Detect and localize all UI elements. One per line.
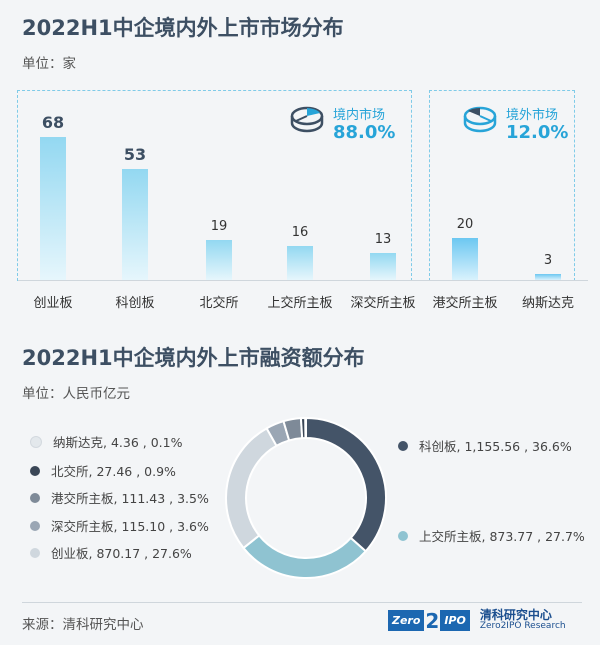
bar-深交所主板	[370, 252, 396, 280]
donut-slice-创业板	[225, 426, 278, 550]
bar-港交所主板	[452, 237, 478, 280]
bar-value-label: 16	[291, 225, 309, 241]
bar-value-label: 68	[41, 113, 65, 132]
domestic-market-percent: 88.0%	[333, 122, 396, 143]
legend-swatch	[398, 440, 408, 451]
legend-label: 港交所主板, 111.43 , 3.5%	[51, 491, 209, 506]
bar-chart-unit: 单位：家	[22, 56, 76, 72]
bar-科创板	[122, 168, 148, 280]
legend-item: 港交所主板, 111.43 , 3.5%	[30, 488, 209, 507]
donut-chart-unit: 单位：人民币亿元	[22, 386, 130, 402]
legend-label: 科创板, 1,155.56 , 36.6%	[419, 439, 572, 454]
legend-item: 深交所主板, 115.10 , 3.6%	[30, 516, 209, 535]
bar-value-label: 20	[456, 216, 474, 232]
bar-category-label: 北交所	[199, 296, 239, 311]
footer-divider	[22, 602, 582, 603]
legend-label: 上交所主板, 873.77 , 27.7%	[419, 529, 585, 544]
pie-chart-icon	[290, 106, 324, 133]
donut-chart-title: 2022H1中企境内外上市融资额分布	[22, 346, 365, 370]
legend-swatch	[30, 465, 40, 476]
legend-label: 北交所, 27.46 , 0.9%	[51, 464, 176, 479]
legend-label: 创业板, 870.17 , 27.6%	[51, 546, 192, 561]
legend-swatch	[30, 520, 40, 531]
source-note: 来源：清科研究中心	[22, 617, 144, 633]
pie-chart-icon	[463, 106, 497, 133]
bar-上交所主板	[287, 246, 313, 280]
bar-category-label: 科创板	[115, 296, 155, 311]
bar-category-label: 深交所主板	[350, 296, 416, 311]
bar-value-label: 3	[543, 252, 553, 268]
legend-swatch	[30, 435, 42, 448]
zero2ipo-logo: Zero 2 IPO 清科研究中心 Zero2IPO Research	[388, 608, 566, 632]
bar-value-label: 19	[210, 219, 228, 235]
bar-chart-title: 2022H1中企境内外上市市场分布	[22, 16, 344, 40]
bar-纳斯达克	[535, 273, 561, 280]
legend-item: 纳斯达克, 4.36 , 0.1%	[30, 432, 182, 451]
donut-slice-纳斯达克	[304, 416, 307, 440]
bar-创业板	[40, 137, 66, 280]
bar-value-label: 53	[123, 144, 147, 164]
legend-item: 上交所主板, 873.77 , 27.7%	[398, 526, 585, 545]
bar-category-label: 港交所主板	[432, 296, 498, 311]
bar-value-label: 13	[374, 231, 392, 247]
domestic-market-label: 境内市场	[333, 108, 386, 123]
logo-name-en: Zero2IPO Research	[479, 621, 566, 632]
legend-item: 科创板, 1,155.56 , 36.6%	[398, 436, 572, 455]
bar-category-label: 上交所主板	[267, 296, 333, 311]
bar-北交所	[206, 240, 232, 280]
bar-category-label: 创业板	[33, 296, 73, 311]
legend-label: 深交所主板, 115.10 , 3.6%	[51, 519, 209, 534]
logo-name-cn: 清科研究中心	[479, 608, 552, 622]
bar-category-label: 纳斯达克	[521, 296, 575, 311]
legend-item: 北交所, 27.46 , 0.9%	[30, 461, 176, 480]
overseas-market-label: 境外市场	[506, 108, 559, 123]
legend-label: 纳斯达克, 4.36 , 0.1%	[53, 435, 183, 450]
bar-chart-baseline	[18, 280, 588, 281]
donut-slice-上交所主板	[242, 534, 368, 579]
legend-swatch	[30, 547, 40, 558]
legend-swatch	[398, 530, 408, 541]
overseas-market-percent: 12.0%	[506, 122, 569, 143]
donut-slice-科创板	[305, 416, 387, 553]
legend-item: 创业板, 870.17 , 27.6%	[30, 543, 192, 562]
legend-swatch	[30, 492, 40, 503]
